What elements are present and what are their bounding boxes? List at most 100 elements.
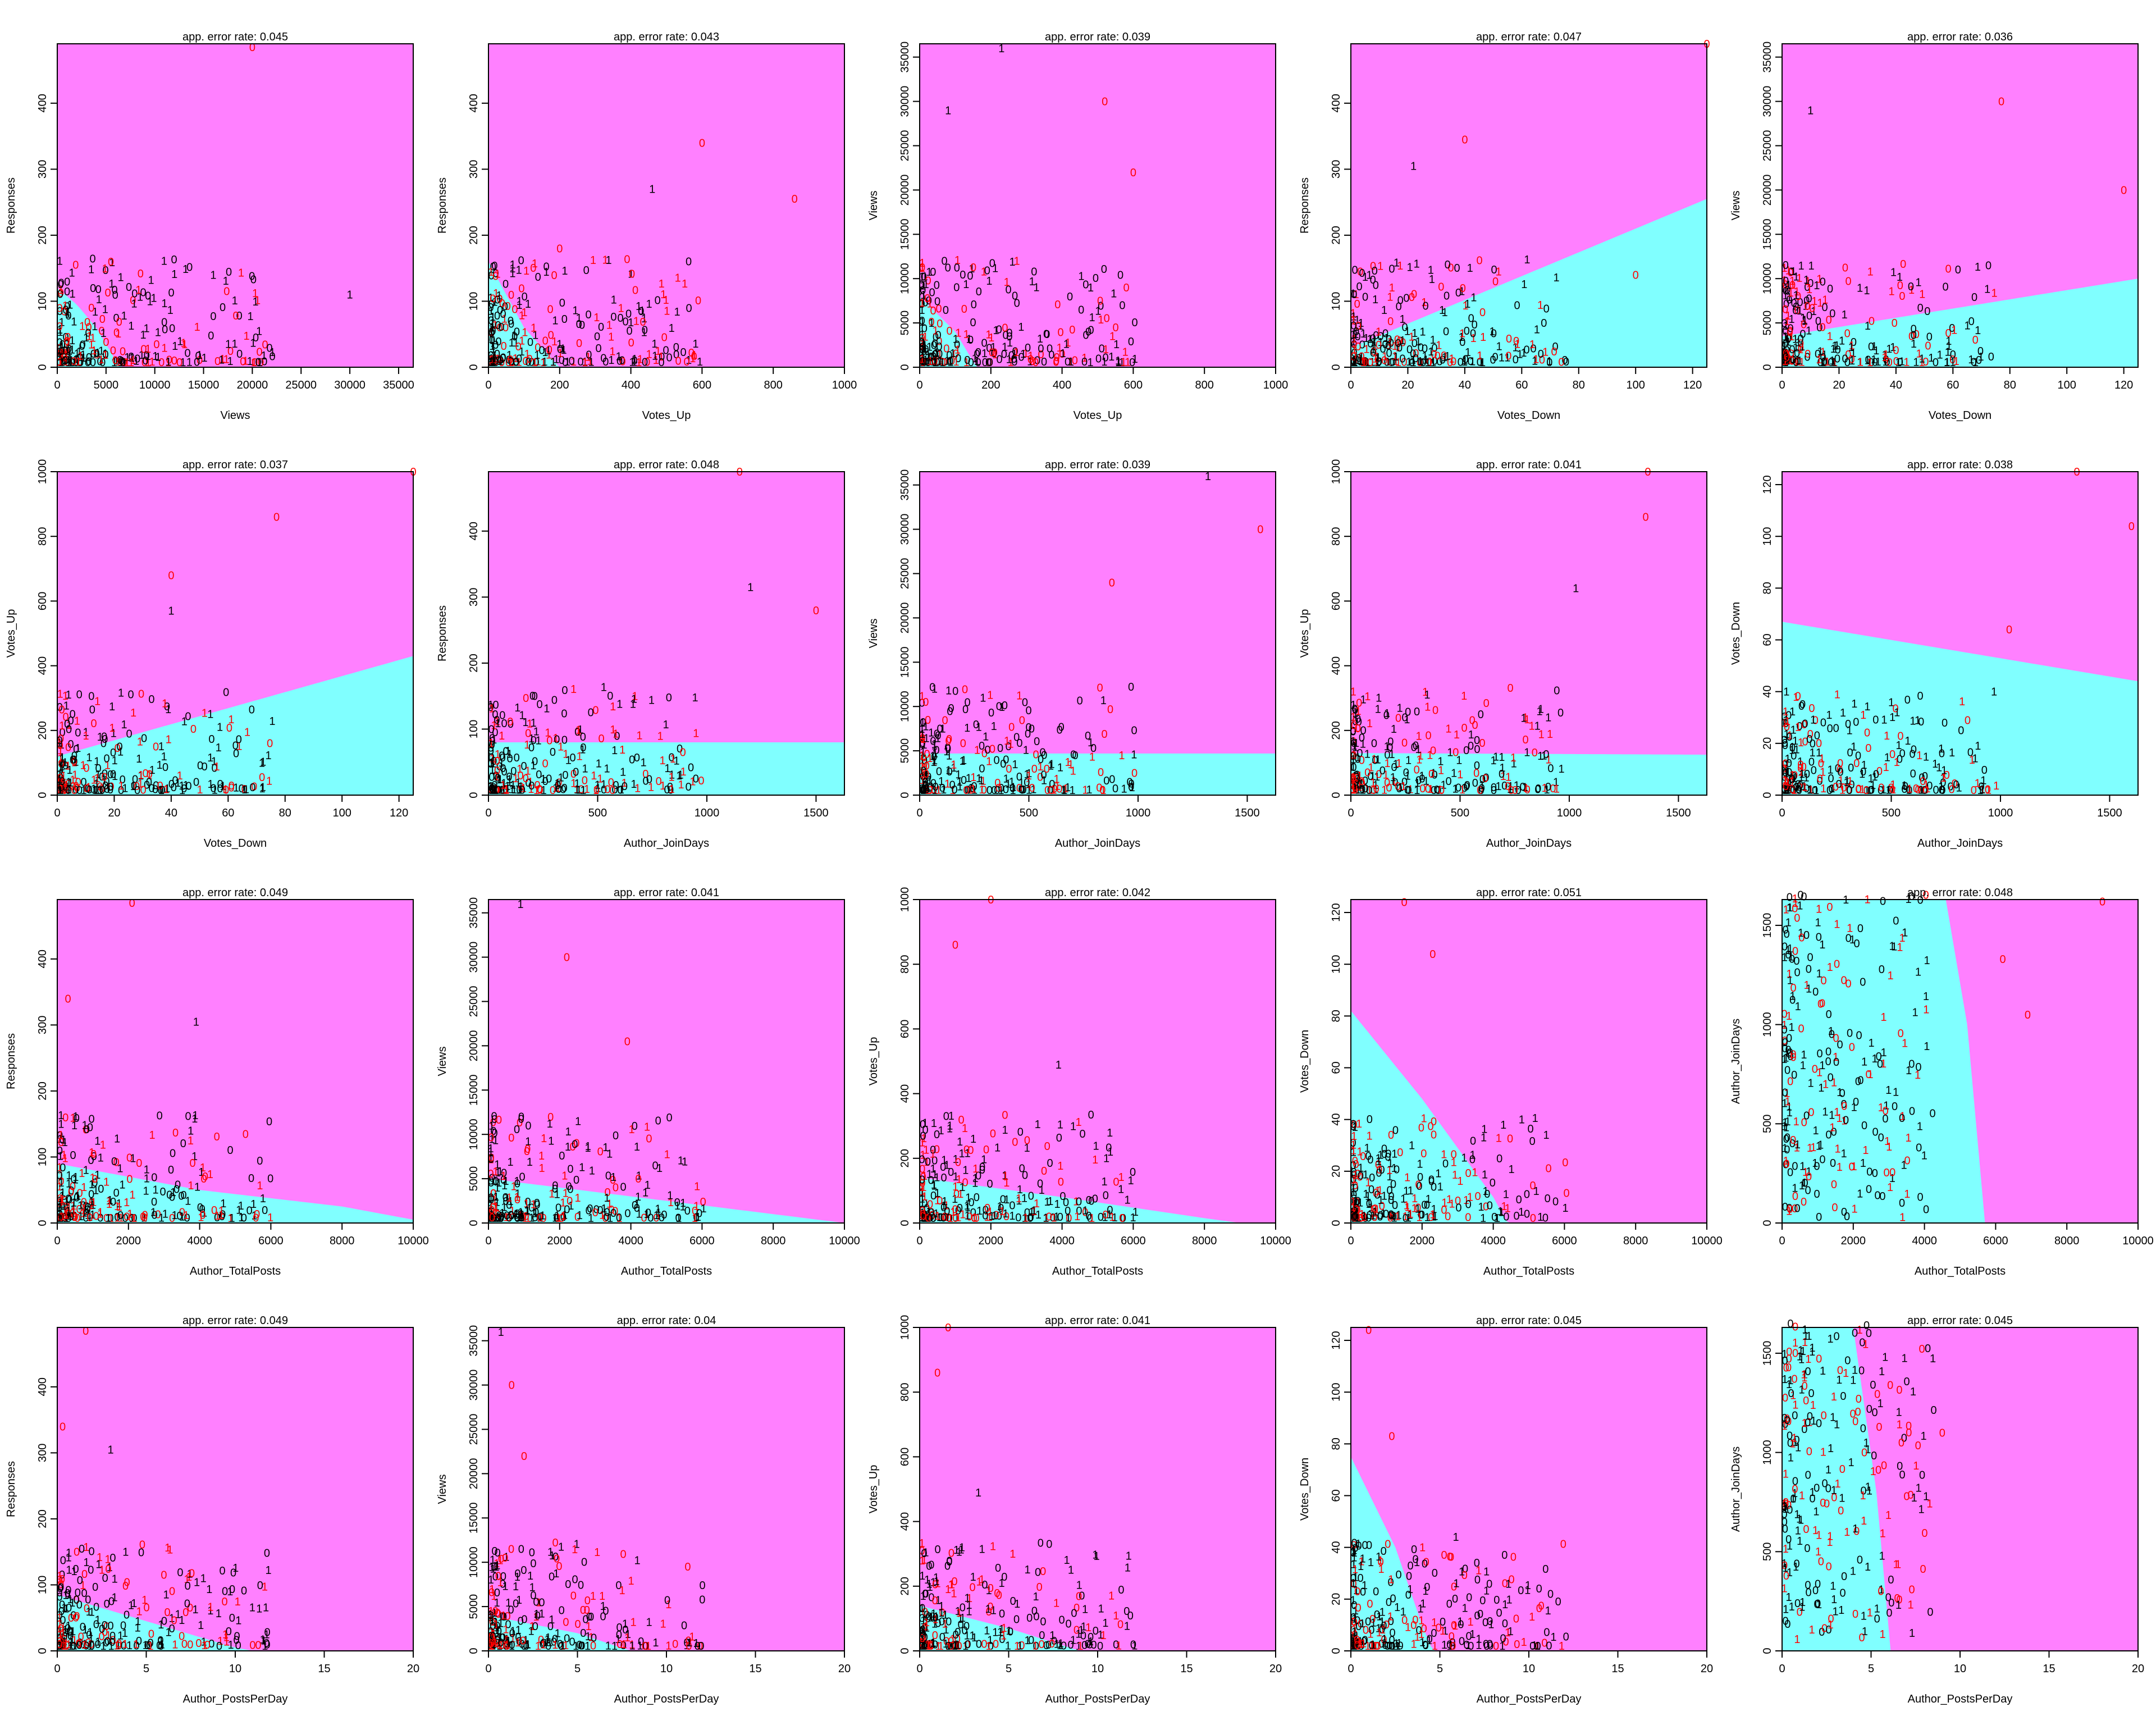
svg-text:1: 1 [611,294,617,306]
svg-text:1: 1 [130,354,136,367]
y-tick-label: 600 [36,592,49,610]
svg-text:0: 0 [537,1211,543,1224]
svg-text:1: 1 [71,1566,77,1578]
svg-text:1: 1 [1004,276,1010,289]
svg-text:1: 1 [62,1204,68,1217]
svg-text:1: 1 [108,278,115,290]
svg-text:0: 0 [1095,353,1102,366]
svg-text:0: 0 [1467,355,1473,368]
svg-text:1: 1 [1393,355,1399,368]
svg-text:0: 0 [1847,1027,1853,1039]
svg-text:1: 1 [72,1111,79,1123]
svg-text:1: 1 [653,354,659,367]
svg-text:0: 0 [1427,1121,1433,1133]
plot-frame [488,471,845,796]
svg-text:1: 1 [1784,753,1790,765]
svg-text:0: 0 [264,1639,271,1651]
svg-text:0: 0 [514,1210,520,1222]
svg-text:0: 0 [1370,332,1376,345]
svg-text:1: 1 [1537,750,1543,763]
svg-text:0: 0 [1351,1212,1358,1225]
svg-text:1: 1 [970,772,976,784]
svg-text:1: 1 [1913,357,1919,369]
svg-text:1: 1 [596,757,602,770]
svg-text:0: 0 [93,1210,99,1222]
svg-text:1: 1 [488,737,494,750]
svg-text:1: 1 [1039,1184,1045,1197]
svg-text:0: 0 [1366,784,1372,797]
svg-text:0: 0 [1524,1189,1530,1201]
y-tick-label: 80 [1330,1438,1342,1450]
svg-text:1: 1 [1959,696,1965,708]
svg-text:0: 0 [1351,339,1357,351]
svg-text:1: 1 [1792,333,1798,345]
svg-text:0: 0 [1431,1129,1437,1142]
svg-text:1: 1 [488,1192,494,1204]
svg-text:1: 1 [1851,741,1857,754]
svg-text:1: 1 [138,770,144,782]
svg-text:1: 1 [232,295,238,307]
svg-text:1: 1 [260,756,266,769]
svg-text:1: 1 [1068,356,1074,368]
svg-text:1: 1 [1417,1158,1423,1170]
svg-text:1: 1 [83,1165,89,1177]
svg-text:0: 0 [101,738,107,750]
svg-text:0: 0 [1016,782,1022,795]
svg-text:1: 1 [1787,974,1793,987]
svg-text:1: 1 [923,1212,929,1225]
svg-text:0: 0 [110,1196,116,1208]
svg-text:1: 1 [531,322,537,334]
svg-text:0: 0 [499,1210,505,1222]
svg-text:1: 1 [1884,730,1890,742]
svg-text:1: 1 [487,781,494,793]
svg-text:1: 1 [1011,348,1017,360]
y-tick-label: 400 [899,1512,911,1531]
svg-text:0: 0 [1491,784,1497,797]
svg-text:1: 1 [1880,1011,1886,1024]
svg-text:0: 0 [1356,716,1362,728]
svg-text:1: 1 [1787,902,1793,914]
svg-text:0: 0 [1786,757,1792,770]
svg-text:1: 1 [919,750,925,763]
svg-text:1: 1 [69,1634,75,1646]
svg-text:1: 1 [1419,770,1425,783]
svg-text:1: 1 [641,326,647,339]
svg-text:1: 1 [1494,1212,1500,1225]
svg-text:1: 1 [163,783,169,796]
svg-text:0: 0 [1006,331,1012,343]
svg-text:1: 1 [1489,326,1495,338]
svg-text:0: 0 [1356,281,1362,293]
svg-text:0: 0 [1129,778,1135,790]
svg-text:1: 1 [202,352,208,364]
svg-text:0: 0 [92,1177,98,1189]
svg-text:1: 1 [1407,261,1413,273]
svg-text:0: 0 [1866,1069,1872,1081]
svg-text:0: 0 [1554,685,1560,697]
svg-text:0: 0 [1793,301,1799,313]
svg-text:0: 0 [1127,776,1133,788]
svg-text:0: 0 [1855,750,1861,763]
svg-text:0: 0 [1797,296,1803,309]
svg-text:0: 0 [1799,328,1806,341]
svg-text:0: 0 [492,339,499,352]
svg-text:1: 1 [127,1208,133,1220]
svg-text:1: 1 [924,782,930,794]
svg-text:0: 0 [1782,757,1788,770]
svg-text:1: 1 [1351,740,1357,752]
svg-text:0: 0 [1369,1172,1375,1184]
svg-text:1: 1 [1389,749,1395,761]
svg-text:1: 1 [565,1141,571,1153]
svg-text:1: 1 [1125,1194,1131,1206]
y-tick-label: 100 [36,1148,49,1166]
svg-text:1: 1 [532,258,538,270]
x-axis-label: Votes_Down [1497,409,1560,422]
svg-text:0: 0 [172,774,178,787]
svg-text:1: 1 [1937,349,1943,362]
svg-text:0: 0 [1857,1075,1863,1087]
svg-text:1: 1 [981,348,988,360]
svg-text:0: 0 [929,1207,935,1219]
svg-text:0: 0 [1387,742,1393,754]
svg-text:1: 1 [1027,355,1033,368]
svg-text:1: 1 [1391,1162,1397,1175]
